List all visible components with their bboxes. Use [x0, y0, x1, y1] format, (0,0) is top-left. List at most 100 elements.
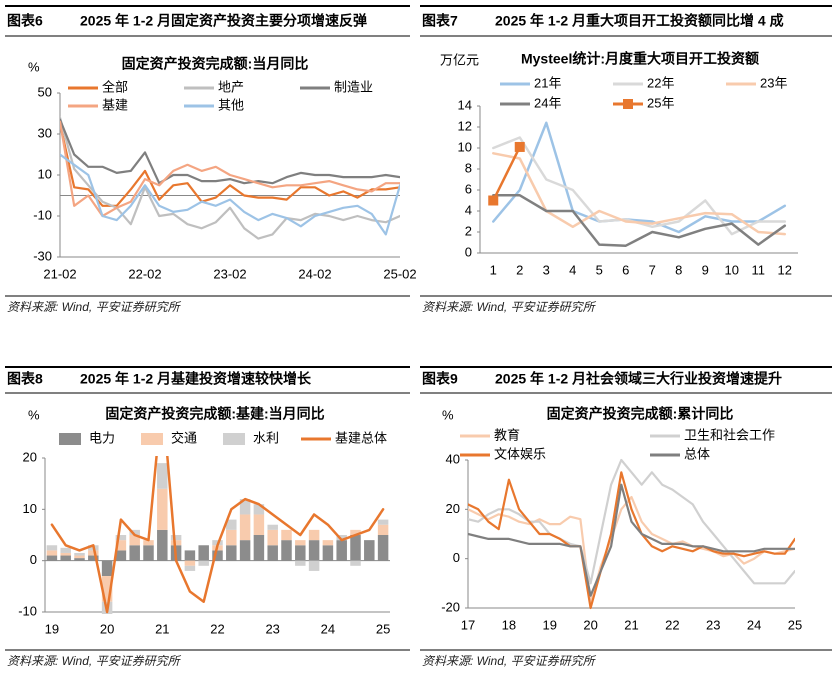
x-tick-label: 5 — [596, 262, 603, 277]
legend-label: 基建 — [102, 97, 128, 112]
legend-label: 制造业 — [334, 79, 373, 94]
bar-segment — [60, 547, 71, 553]
x-tick-label: 9 — [702, 262, 709, 277]
bar-segment — [101, 560, 113, 577]
y-tick-label: 50 — [38, 84, 52, 99]
x-tick-label: 6 — [622, 262, 629, 277]
legend-swatch — [141, 433, 163, 445]
chart-title: 固定资产投资完成额:基建:当月同比 — [105, 406, 324, 422]
point-marker — [514, 141, 525, 152]
x-tick-label: 24 — [747, 617, 761, 632]
legend-swatch — [223, 433, 245, 445]
x-tick-label: 24-02 — [298, 266, 331, 281]
x-tick-label: 23-02 — [213, 266, 246, 281]
bar-segment — [267, 529, 278, 546]
bar-segment — [295, 560, 306, 566]
bar-segment — [295, 545, 306, 561]
chart-title: 固定资产投资完成额:累计同比 — [547, 406, 734, 422]
y-unit: % — [28, 407, 40, 422]
x-tick-label: 11 — [752, 262, 766, 277]
x-tick-label: 3 — [543, 262, 550, 277]
y-tick-label: 12 — [458, 118, 472, 133]
y-tick-label: 0 — [465, 244, 472, 259]
y-tick-label: 8 — [465, 160, 472, 175]
chart-title: Mysteel统计:月度重大项目开工投资额 — [521, 51, 759, 67]
legend-label: 23年 — [760, 75, 787, 90]
legend-label: 全部 — [102, 79, 128, 94]
bar-segment — [267, 545, 278, 561]
series-line — [468, 495, 795, 605]
source-note: 资料来源: Wind, 平安证券研究所 — [422, 654, 597, 668]
y-tick-label: 10 — [38, 166, 52, 181]
bar-segment — [170, 540, 182, 546]
series-line — [492, 152, 787, 236]
legend-label: 总体 — [684, 446, 710, 461]
y-tick-label: -30 — [33, 248, 52, 263]
y-tick-label: -10 — [33, 207, 52, 222]
panel-heading: 2025 年 1-2 月社会领域三大行业投资增速提升 — [495, 371, 782, 387]
y-tick-label: 10 — [458, 139, 472, 154]
bar-segment — [239, 499, 251, 515]
x-tick-label: 1 — [490, 262, 497, 277]
bar-segment — [377, 535, 389, 561]
bar-segment — [336, 540, 347, 561]
legend-label: 教育 — [494, 427, 520, 442]
figure-label: 图表8 — [7, 371, 43, 387]
series-line — [492, 194, 787, 247]
bar-segment — [226, 519, 237, 530]
legend-label: 24年 — [534, 95, 561, 110]
x-tick-label: 19 — [45, 621, 59, 636]
legend-label: 交通 — [171, 430, 197, 445]
panel-heading: 2025 年 1-2 月固定资产投资主要分项增速反弹 — [80, 13, 367, 29]
legend-label: 22年 — [647, 75, 674, 90]
bar-segment — [281, 529, 292, 541]
bar-segment — [377, 519, 389, 525]
bar-segment — [253, 514, 265, 535]
bar-segment — [239, 514, 251, 541]
legend-label: 其他 — [218, 97, 244, 112]
series-line — [60, 122, 400, 207]
bar-segment — [157, 488, 168, 530]
bar-segment — [60, 555, 71, 561]
plot-area — [488, 121, 787, 247]
source-note: 资料来源: Wind, 平安证券研究所 — [7, 300, 182, 314]
x-tick-label: 20 — [100, 621, 114, 636]
bar-segment — [60, 552, 71, 556]
y-tick-label: 40 — [446, 451, 460, 466]
bar-segment — [253, 504, 265, 515]
y-tick-label: 0 — [453, 550, 460, 565]
bar-segment — [46, 550, 58, 556]
x-tick-label: 4 — [569, 262, 576, 277]
x-tick-label: 8 — [675, 262, 682, 277]
x-tick-label: 22-02 — [128, 266, 161, 281]
plot-area — [468, 458, 795, 610]
bar-segment — [198, 560, 209, 566]
x-tick-label: 25-02 — [383, 266, 416, 281]
series-line — [492, 121, 787, 234]
y-tick-label: 20 — [446, 501, 460, 516]
bar-segment — [170, 535, 182, 541]
bar-segment — [377, 524, 389, 535]
legend-label: 文体娱乐 — [494, 446, 546, 461]
bar-segment — [184, 560, 196, 566]
y-tick-label: 0 — [30, 552, 37, 567]
y-unit: 万亿元 — [440, 52, 479, 67]
legend-label: 卫生和社会工作 — [684, 427, 775, 442]
bar-segment — [157, 463, 168, 489]
bar-segment — [198, 545, 209, 561]
x-tick-label: 20 — [583, 617, 597, 632]
series-line — [468, 483, 795, 597]
bar-segment — [46, 545, 58, 551]
bar-segment — [115, 550, 127, 561]
legend-label: 25年 — [647, 95, 674, 110]
legend-swatch — [59, 433, 81, 445]
bar-segment — [157, 529, 168, 561]
x-tick-label: 21-02 — [43, 266, 76, 281]
y-tick-label: 6 — [465, 181, 472, 196]
bar-segment — [253, 535, 265, 561]
x-tick-label: 10 — [725, 262, 739, 277]
legend-label: 水利 — [253, 430, 279, 445]
x-tick-label: 22 — [210, 621, 224, 636]
x-tick-label: 25 — [788, 617, 802, 632]
bar-segment — [308, 540, 320, 561]
